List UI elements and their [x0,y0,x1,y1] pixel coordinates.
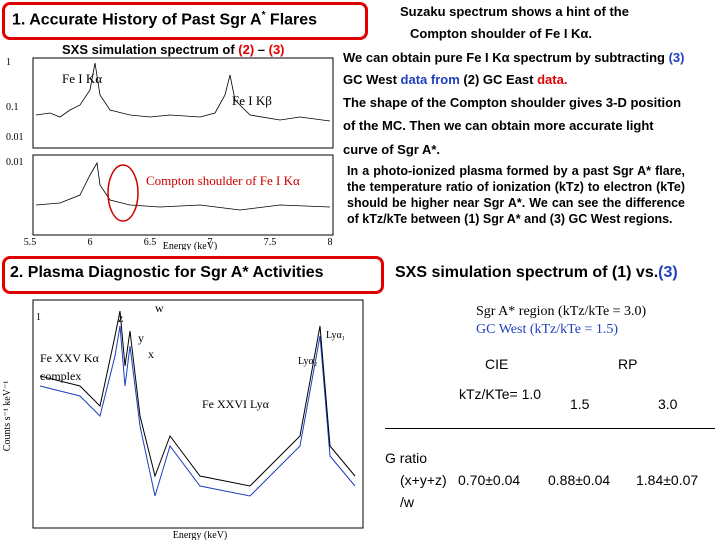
x-tick-label: 7.5 [264,237,277,248]
table-cell: 1.5 [570,396,590,412]
legend-entry: GC West (kTz/kTe = 1.5) [476,322,619,337]
body-text: GC West data from (2) GC East data. [343,72,567,87]
figure-caption: SXS simulation spectrum of (2) – (3) [62,42,285,57]
table-cell: kTz/KTe= 1.0 [458,386,542,402]
line-label: z [118,311,123,325]
table-cell: G ratio [385,450,428,466]
body-text: The shape of the Compton shoulder gives … [343,95,682,110]
line-label: y [138,331,144,345]
table-header: RP [618,356,638,372]
line-label: complex [40,369,81,383]
x-axis-label: Energy (keV) [163,241,218,250]
title-text: (3) [658,264,678,281]
line-label: Fe XXV Kα [40,351,99,365]
table-cell: /w [400,494,414,510]
panel-frame [32,154,334,236]
table-cell: 1.84±0.07 [636,472,699,488]
line-label: Fe I Kα [62,71,102,86]
y-tick-label: 0.01 [6,157,24,168]
text-part: GC West [343,72,397,87]
table-cell: (x+y+z) [400,472,447,488]
x-tick-label: 6.5 [144,237,157,248]
body-text: curve of Sgr A*. [343,142,441,157]
x-tick-label: 7 [208,237,213,248]
caption-text: (2) [238,42,255,57]
x-tick-label: 8 [328,237,333,248]
caption-text: (3) [268,42,285,57]
text-part: data. [533,72,568,87]
title-text: 1. Accurate History of Past Sgr A [12,11,262,29]
legend-entry: Sgr A* region (kTz/kTe = 3.0) [476,304,647,319]
y-tick-label: 0.1 [6,102,19,113]
table-header: CIE [485,356,509,372]
spectrum-line [35,161,331,211]
y-tick-label: 1 [6,57,11,68]
paragraph: In a photo-ionized plasma formed by a pa… [347,164,685,226]
line-label: Lyα₂ [298,356,317,367]
spectrum-figure: 1 Counts s⁻¹ keV⁻¹ Energy (keV) Fe XXV K… [2,299,364,540]
text-part: (2) GC East [463,72,534,87]
line-label: Fe I Kβ [232,93,272,108]
x-tick-label: 6 [88,237,93,248]
line-label: w [155,301,164,315]
body-text: We can obtain pure Fe I Kα spectrum by s… [343,50,684,65]
title-text: Flares [265,11,318,29]
line-label: Fe XXVI Lyα [202,397,270,411]
body-text: Compton shoulder of Fe I Kα. [410,26,593,41]
line-label: Compton shoulder of Fe I Kα [146,173,300,188]
caption-text: – [254,42,269,57]
spectrum-line [39,310,356,487]
highlight-circle [107,164,139,222]
y-tick-label: 1 [36,312,41,323]
y-tick-label: 0.01 [6,132,24,143]
line-label: x [148,347,154,361]
section-title: SXS simulation spectrum of (1) vs.(3) [395,264,678,282]
title-text: SXS simulation spectrum of (1) vs. [395,264,659,281]
caption-text: SXS simulation spectrum of [62,42,239,57]
text-part: (3) [668,50,685,65]
table-cell: 3.0 [658,396,678,412]
x-tick-label: 5.5 [24,237,37,248]
section-title: 1. Accurate History of Past Sgr A* Flare… [12,10,317,29]
line-label: Lyα₁ [326,330,345,341]
section-title: 2. Plasma Diagnostic for Sgr A* Activiti… [10,264,324,281]
spectrum-line [35,62,331,122]
y-axis-label: Counts s⁻¹ keV⁻¹ [2,381,13,451]
title-sup: * [261,10,266,21]
text-part: We can obtain pure Fe I Kα spectrum by s… [343,50,669,65]
title-box [2,256,384,294]
table-rule [385,428,715,429]
spectrum-figure: 1 0.1 0.01 0.01 5.5 6 6.5 7 7.5 8 Energy… [6,57,334,250]
panel-frame [32,299,364,529]
panel-frame [32,57,334,149]
title-box [2,2,368,40]
text-part: data from [396,72,464,87]
table-cell: 0.88±0.04 [548,472,611,488]
table-cell: 0.70±0.04 [458,472,521,488]
x-axis-label: Energy (keV) [173,530,228,540]
body-text: of the MC. Then we can obtain more accur… [343,118,654,133]
spectrum-line [39,325,356,497]
body-text: Suzaku spectrum shows a hint of the [400,4,629,19]
